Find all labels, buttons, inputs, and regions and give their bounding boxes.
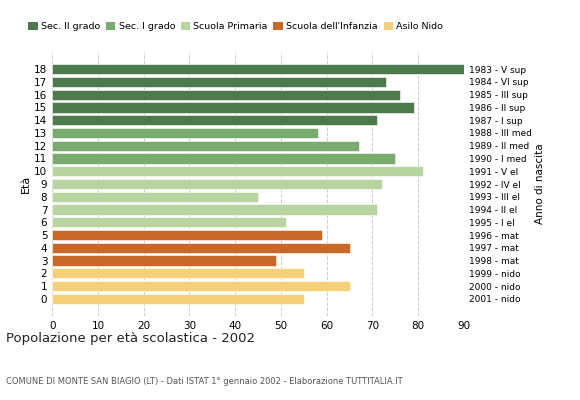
- Bar: [52, 77, 386, 87]
- Legend: Sec. II grado, Sec. I grado, Scuola Primaria, Scuola dell'Infanzia, Asilo Nido: Sec. II grado, Sec. I grado, Scuola Prim…: [28, 22, 443, 32]
- Bar: [52, 255, 277, 266]
- Bar: [52, 242, 350, 253]
- Bar: [52, 115, 377, 126]
- Bar: [52, 268, 304, 278]
- Bar: [52, 192, 258, 202]
- Y-axis label: Anno di nascita: Anno di nascita: [535, 144, 545, 224]
- Bar: [52, 281, 350, 291]
- Y-axis label: Età: Età: [21, 175, 31, 193]
- Bar: [52, 140, 359, 151]
- Bar: [52, 128, 318, 138]
- Bar: [52, 166, 423, 176]
- Bar: [52, 230, 322, 240]
- Bar: [52, 102, 414, 113]
- Bar: [52, 204, 377, 215]
- Bar: [52, 90, 400, 100]
- Bar: [52, 217, 285, 228]
- Bar: [52, 153, 396, 164]
- Bar: [52, 64, 464, 74]
- Bar: [52, 294, 304, 304]
- Text: COMUNE DI MONTE SAN BIAGIO (LT) - Dati ISTAT 1° gennaio 2002 - Elaborazione TUTT: COMUNE DI MONTE SAN BIAGIO (LT) - Dati I…: [6, 377, 403, 386]
- Text: Popolazione per età scolastica - 2002: Popolazione per età scolastica - 2002: [6, 332, 255, 345]
- Bar: [52, 179, 382, 189]
